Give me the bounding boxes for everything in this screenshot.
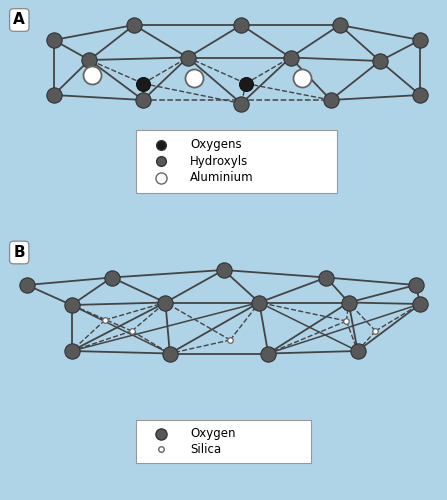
FancyBboxPatch shape — [136, 420, 311, 463]
Text: Silica: Silica — [190, 443, 221, 456]
Text: B: B — [13, 245, 25, 260]
Text: Oxygen: Oxygen — [190, 427, 236, 440]
FancyBboxPatch shape — [136, 130, 337, 192]
Text: Oxygens: Oxygens — [190, 138, 241, 151]
Text: Hydroxyls: Hydroxyls — [190, 155, 248, 168]
Text: A: A — [13, 12, 25, 28]
Text: Aluminium: Aluminium — [190, 171, 253, 184]
